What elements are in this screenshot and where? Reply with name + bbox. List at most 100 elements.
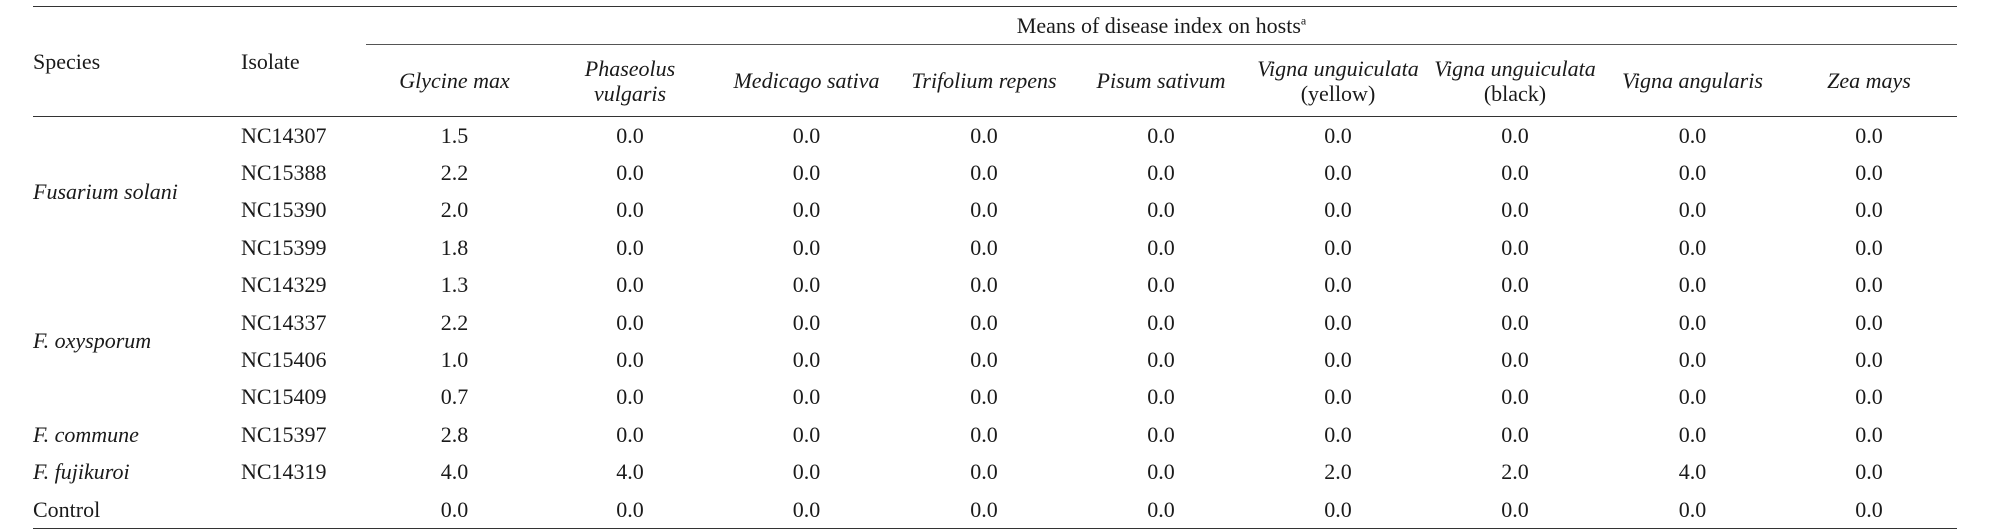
header-host-name: Medicago sativa [733,68,880,93]
value-cell: 0.0 [970,122,998,148]
value-cell: 0.0 [616,272,644,298]
value-cell: 0.0 [717,490,896,529]
header-host-subline: vulgaris [593,80,667,106]
header-host-name: Pisum sativum [1096,68,1226,93]
header-host-subline: (black) [1483,80,1547,106]
header-group: Means of disease index on hostsa [366,6,1958,45]
value-cell: 0.0 [1147,459,1175,485]
table-row: F. oxysporum NC14329 1.3 0.0 0.0 0.0 0.0 0.0 0.0… [33,267,1957,353]
header-host-name: Trifolium repens [911,68,1057,93]
isolate-cell: NC14319 [241,459,327,485]
value-cell: 0.0 [970,309,998,335]
disease-index-table: Species Isolate Means of disease index o… [33,6,1958,529]
value-cell: 0.0 [792,384,821,410]
value-cell: 2.0 [1501,459,1529,485]
species-cell: Control [33,490,241,529]
value-cell: 0.0 [1678,197,1707,223]
value-cell: 0.0 [1324,309,1352,335]
value-cell: 0.0 [792,421,821,447]
header-host: Vigna unguiculata (black) [1426,45,1604,117]
header-host-name: Vigna unguiculata [1257,55,1419,81]
value-cell: 0.0 [1147,197,1175,223]
value-cell: 0.0 [1324,234,1352,260]
isolate-cell: NC14337 [241,309,327,335]
value-cell: 0.0 [970,272,998,298]
value-cell: 0.0 [1147,421,1175,447]
value-cell: 0.0 [1147,234,1175,260]
header-isolate: Isolate [241,48,300,74]
isolate-cell: NC14329 [241,272,327,298]
value-cell: 2.0 [1324,459,1352,485]
species-cell: F. oxysporum [33,328,152,354]
value-cell: 0.0 [1501,309,1529,335]
value-cell: 0.0 [1855,421,1883,447]
value-cell: 1.5 [440,122,469,148]
value-cell: 2.8 [440,421,469,447]
species-cell: F. commune [33,421,139,447]
isolate-cell: NC15390 [241,197,327,223]
value-cell: 0.0 [1324,421,1352,447]
value-cell: 2.2 [440,309,469,335]
value-cell: 0.0 [1855,459,1883,485]
value-cell: 0.0 [792,272,821,298]
value-cell: 0.0 [970,421,998,447]
value-cell: 0.0 [970,384,998,410]
value-cell: 0.0 [543,490,717,529]
header-host: Vigna angularis [1604,45,1781,117]
value-cell: 0.0 [1678,160,1707,186]
header-host: Zea mays [1781,45,1957,117]
value-cell: 0.0 [1781,490,1958,529]
value-cell: 0.0 [1855,384,1883,410]
value-cell: 0.0 [1147,122,1175,148]
value-cell: 0.0 [1501,160,1529,186]
isolate-cell: NC15409 [241,384,327,410]
value-cell: 0.0 [616,197,644,223]
value-cell: 0.0 [792,122,821,148]
value-cell: 0.0 [1501,234,1529,260]
value-cell: 1.3 [440,272,469,298]
header-host-name: Phaseolus [584,55,676,81]
value-cell: 0.0 [616,122,644,148]
value-cell: 0.0 [970,234,998,260]
header-host-subline: (yellow) [1300,80,1376,106]
value-cell: 4.0 [616,459,644,485]
value-cell: 0.0 [1324,272,1352,298]
table-row: F. commune NC15397 2.8 0.0 0.0 0.0 0.0 0.0 0.0 0.… [33,416,1957,453]
table-header: Species Isolate Means of disease index o… [33,6,1958,117]
value-cell: 0.0 [1855,347,1883,373]
header-host: Pisum sativum [1072,45,1250,117]
value-cell: 4.0 [440,459,469,485]
value-cell: 0.0 [1678,122,1707,148]
value-cell: 0.0 [616,160,644,186]
table-row: NC15409 0.7 0.0 0.0 0.0 0.0 0.0 0.0 0.0 0.0 [33,379,1957,416]
value-cell: 0.0 [616,234,644,260]
value-cell: 0.0 [1147,347,1175,373]
isolate-cell: NC15397 [241,421,327,447]
value-cell: 0.0 [1324,197,1352,223]
isolate-cell: NC14307 [241,122,327,148]
value-cell: 0.0 [616,347,644,373]
value-cell: 0.0 [970,160,998,186]
value-cell: 0.0 [616,384,644,410]
value-cell: 0.0 [1501,347,1529,373]
value-cell: 0.0 [1855,309,1883,335]
value-cell: 0.0 [1501,122,1529,148]
value-cell: 0.0 [366,490,543,529]
header-host: Vigna unguiculata (yellow) [1250,45,1426,117]
table-row: F. fujikuroi NC14319 4.0 4.0 0.0 0.0 0.0 2.0 2.0… [33,454,1957,491]
value-cell: 0.0 [970,347,998,373]
value-cell: 0.0 [1855,197,1883,223]
value-cell: 0.0 [1855,160,1883,186]
value-cell: 0.0 [1501,272,1529,298]
value-cell: 0.0 [1678,347,1707,373]
footnote-marker: a [1300,13,1307,28]
value-cell: 0.0 [792,459,821,485]
value-cell: 0.0 [896,490,1072,529]
value-cell: 0.0 [1501,197,1529,223]
table-row: NC15390 2.0 0.0 0.0 0.0 0.0 0.0 0.0 0.0 0.0 [33,192,1957,229]
value-cell: 1.0 [440,347,469,373]
value-cell: 0.0 [970,197,998,223]
value-cell: 0.0 [1324,347,1352,373]
isolate-cell: NC15406 [241,347,327,373]
value-cell: 0.0 [1147,309,1175,335]
